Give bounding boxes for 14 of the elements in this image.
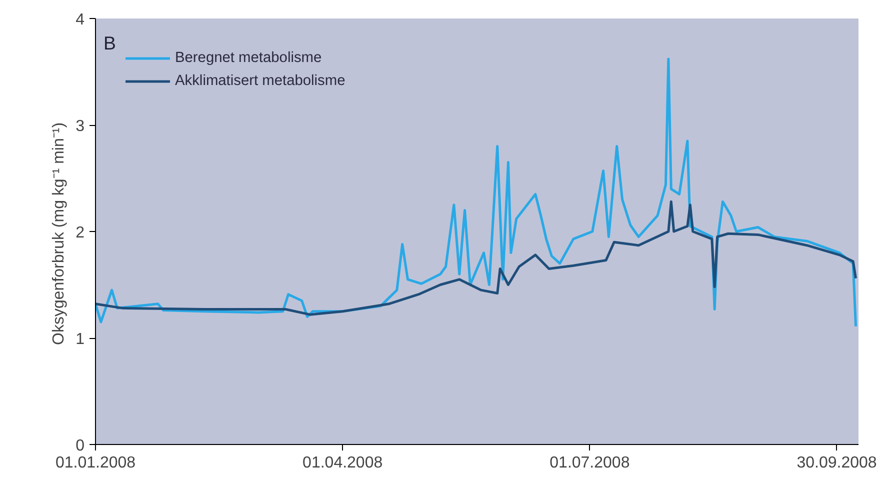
y-tick-label: 3 bbox=[76, 118, 85, 135]
x-tick-label: 01.01.2008 bbox=[55, 454, 136, 472]
y-tick-label: 4 bbox=[76, 12, 85, 28]
x-tick-label: 01.07.2008 bbox=[550, 454, 630, 472]
y-tick-label: 2 bbox=[76, 224, 85, 242]
text: B bbox=[104, 32, 116, 54]
y-tick-label: 0 bbox=[76, 438, 85, 454]
x-tick-label: 01.04.2008 bbox=[302, 454, 383, 472]
legend-label: Akklimatisert metabolisme bbox=[175, 73, 346, 89]
x-tick-label: 30.09.2008 bbox=[796, 454, 877, 472]
y-axis-title: Oksygenforbruk (mg kg⁻¹ min⁻¹) bbox=[50, 122, 68, 345]
line-series bbox=[96, 200, 858, 316]
legend-label: Beregnet metabolisme bbox=[175, 50, 322, 66]
y-tick-label: 1 bbox=[76, 331, 85, 348]
